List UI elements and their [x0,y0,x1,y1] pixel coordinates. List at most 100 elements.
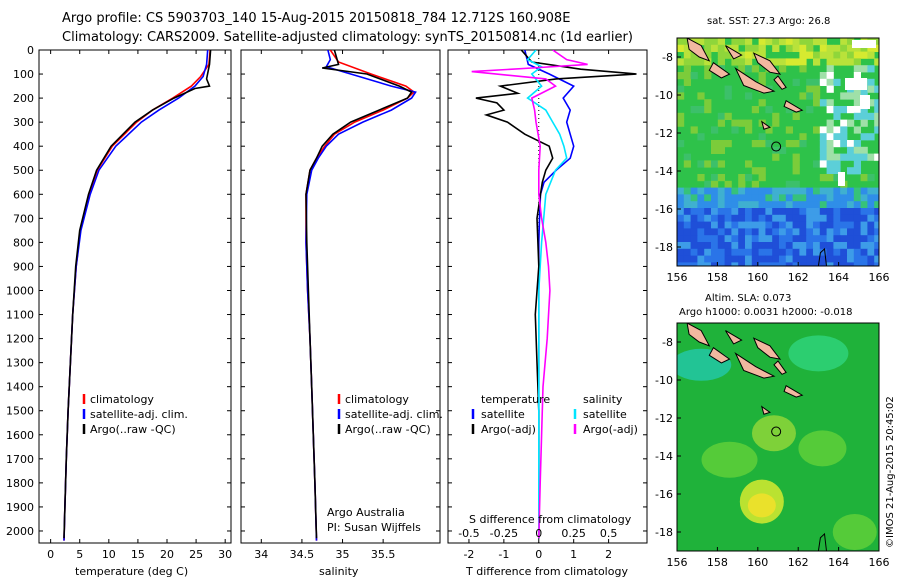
sst-cell [813,78,821,86]
depth-tick-label: 200 [13,92,34,105]
sst-cell [853,255,861,263]
temperature-x-label: temperature (deg C) [75,565,188,578]
sst-cell [765,140,773,148]
sst-cell [758,44,766,52]
sst-cell [819,235,827,243]
sst-cell [785,44,793,52]
map-lon-label: 156 [667,271,688,284]
salinity-depth-ticks [241,49,440,532]
sst-cell [704,160,712,168]
sst-cell [717,262,725,266]
sst-cell [745,214,753,222]
sst-cell [847,187,855,195]
sla-map-panel: Altim. SLA: 0.073 Argo h1000: 0.0031 h20… [655,293,889,569]
difference-profiles [471,50,637,539]
sst-cell [683,78,691,86]
sst-cell [779,58,787,66]
sst-cell [799,248,807,256]
sst-cell [840,255,848,263]
sst-cell [826,58,834,66]
sst-cell [690,187,698,195]
sst-cell [847,153,855,161]
depth-tick-label: 1100 [6,309,34,322]
sst-cell [697,160,705,168]
sst-cell [724,208,732,216]
sst-cell [724,194,732,202]
sst-cell [772,146,780,154]
map-lon-label: 166 [869,556,890,569]
sst-map-title: sat. SST: 27.3 Argo: 26.8 [707,16,830,27]
sst-cell [758,248,766,256]
sst-cell [738,255,746,263]
sst-cell [731,44,739,52]
map-lon-label: 158 [707,271,728,284]
map-lon-label: 162 [788,556,809,569]
sst-cell [772,44,780,52]
sst-cell [717,51,725,59]
sst-cell [751,255,759,263]
sst-cell [758,187,766,195]
sst-cell [853,51,861,59]
sst-cell [772,214,780,222]
sst-cell [860,133,868,141]
coastline [817,532,827,551]
sst-cell [677,235,685,243]
difference-panel: -2 -1 0 1 2 -0.5 -0.25 0 0.25 0.5 S difference f… [447,49,648,578]
sst-cell [690,201,698,209]
sst-cell [867,194,875,202]
sst-cell [765,187,773,195]
sst-cell [833,174,841,182]
sst-cell [731,194,739,202]
sst-cell [751,187,759,195]
sst-cell [826,65,834,73]
sst-cell [826,214,834,222]
sst-cell [860,65,868,73]
sst-cell [765,194,773,202]
sst-cell [847,235,855,243]
sst-cell [683,153,691,161]
sst-cell [833,187,841,195]
salinity-legend: climatology satellite-adj. clim. Argo(..ra… [337,393,443,436]
sst-cell [690,242,698,250]
sst-cell [785,140,793,148]
sst-cell [711,194,719,202]
sst-cell [683,44,691,52]
sst-cell [792,187,800,195]
sst-cell [772,242,780,250]
sst-cell [717,248,725,256]
sst-cell [867,262,875,266]
legend-label: Argo(-adj) [583,423,638,436]
map-lon-label: 160 [747,556,768,569]
sst-cell [717,140,725,148]
sst-cell [704,214,712,222]
sst-cell [677,228,685,236]
sst-cell [677,85,685,93]
sst-cell [840,228,848,236]
sst-cell [840,208,848,216]
sst-cell [704,221,712,229]
depth-tick-label: 300 [13,116,34,129]
sst-map-frame [676,37,880,267]
sst-cell [860,221,868,229]
sst-cell [711,38,719,46]
sst-cell [806,228,814,236]
sst-cell [819,228,827,236]
sst-cell [724,235,732,243]
x-tick-label: -2 [463,548,474,561]
sst-cell [813,99,821,107]
sst-cell [779,201,787,209]
sst-cell [717,221,725,229]
sst-cell [711,201,719,209]
sst-cell [704,242,712,250]
sst-cell [819,78,827,86]
sst-cell [847,221,855,229]
sst-cell [738,214,746,222]
sst-cell [806,255,814,263]
sst-cell [847,262,855,266]
sst-cell [745,221,753,229]
sst-cell [711,214,719,222]
sst-cell [867,65,875,73]
sst-cell [806,221,814,229]
sst-cell [697,92,705,100]
depth-tick-label: 1400 [6,381,34,394]
